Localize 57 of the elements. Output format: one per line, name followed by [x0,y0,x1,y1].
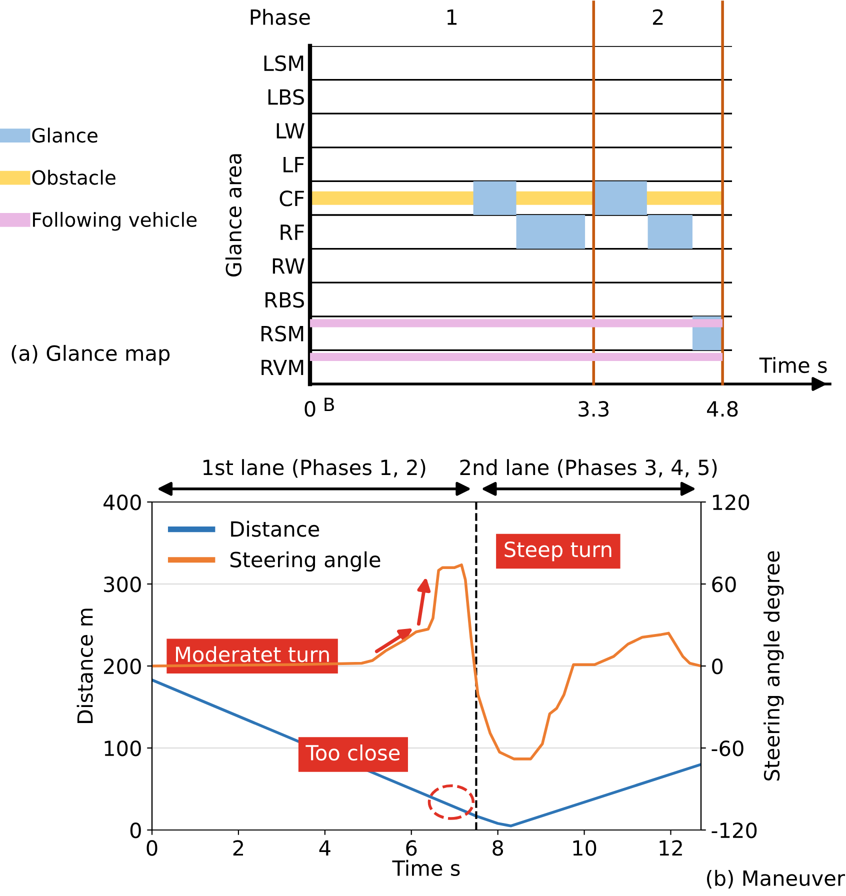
y-tick-label: RBS [266,292,304,308]
x-tick-label: 4 [319,840,330,856]
y-tick-label: RW [272,258,304,274]
x-tick-label: 0 [146,840,158,856]
x-tick-label: 4.8 [707,401,738,417]
x-tick-label: 12 [660,840,682,856]
bar [594,181,647,215]
y-tick-label: RSM [262,326,304,342]
y-tick-label: 400 [104,494,141,510]
x-tick-label: 8 [492,840,504,856]
y-tick-label: 100 [104,740,141,756]
annotation: Too close [306,744,400,761]
legend-label: Obstacle [32,170,116,185]
x-tick-label: 3.3 [578,401,609,417]
legend-label: Following vehicle [33,212,197,231]
annotation: Steep turn [504,541,612,562]
y-axis-title: Distance m [76,608,93,723]
text: 1 [447,10,457,25]
annotation: Moderatet turn [176,646,329,662]
bar [473,181,516,215]
text: 1st lane (Phases 1, 2) [204,459,426,478]
x-tick-label: 0 [304,401,316,417]
bar [310,352,723,362]
y2-tick-label: -120 [712,822,757,838]
bar [648,215,692,249]
y2-tick-label: 120 [713,494,750,510]
bar [516,215,586,249]
x-tick-label: 2 [233,840,243,856]
y-tick-label: 200 [104,658,141,674]
text: (b) Maneuver [707,870,845,888]
text: 2 [653,9,663,25]
y2-tick-label: 0 [712,658,723,674]
y-axis-title: Glance area [225,154,242,276]
y-tick-label: 0 [130,822,141,838]
y-tick-label: 300 [104,576,141,592]
x-axis-title: Time s [759,356,827,374]
legend-label: Steering angle [230,551,380,572]
x-axis-title: Time s [392,860,460,876]
y-tick-label: RVM [262,360,304,376]
x-tick-label: 10 [573,840,596,856]
y-tick-label: LF [284,157,304,172]
text: 2nd lane (Phases 3, 4, 5) [460,459,717,478]
y-tick-label: RF [280,224,304,240]
y2-tick-label: 60 [712,576,736,592]
y-tick-label: LBS [268,89,304,105]
y2-tick-label: -60 [712,740,744,756]
legend-label: Distance [231,520,320,537]
y-tick-label: LSM [264,55,304,72]
y-tick-label: LW [276,123,304,138]
text: (a) Glance map [12,344,170,366]
text: B [324,398,334,411]
x-tick-label: 6 [406,840,417,856]
legend-label: Glance [32,128,98,143]
text: Phase [250,8,310,26]
bar [310,319,723,328]
y-tick-label: CF [280,190,304,206]
y2-axis-title: Steering angle degree [764,551,784,781]
